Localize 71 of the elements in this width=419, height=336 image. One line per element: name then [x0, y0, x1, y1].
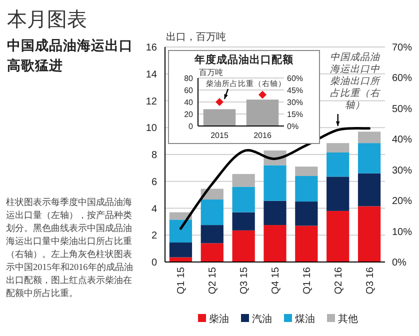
- x-tick-label: Q1 15: [176, 266, 188, 294]
- bar: [358, 143, 381, 174]
- bar: [295, 226, 318, 262]
- bar: [169, 242, 192, 258]
- chart-title: 年度成品油出口配额: [194, 53, 294, 66]
- y2-tick-label: 10%: [392, 226, 412, 238]
- y-tick-label: 16: [146, 42, 158, 54]
- bar: [232, 186, 255, 212]
- bar: [264, 200, 286, 226]
- bar: [264, 165, 286, 201]
- bar: [326, 176, 350, 211]
- x-tick-label: Q4 15: [270, 266, 282, 294]
- legend-label: 柴油: [209, 313, 229, 325]
- x-tick-label: Q2 15: [208, 266, 219, 294]
- bar: [232, 212, 255, 230]
- y-tick-label: 0: [188, 122, 194, 131]
- y2-tick-label: 50%: [392, 104, 412, 115]
- chart-title: 本月图表: [7, 9, 87, 31]
- y-tick-label: 20: [184, 110, 194, 119]
- y-tick-label: 14: [146, 69, 158, 80]
- y-tick-label: 10: [146, 123, 158, 134]
- y-tick-label: 2: [151, 230, 158, 242]
- bar: [295, 176, 318, 202]
- chart-subtitle: 中国成品油海运出口高歌猛进: [7, 38, 133, 73]
- y-axis-title: 出口，百万吨: [166, 31, 226, 43]
- bar: [358, 173, 381, 206]
- bar: [200, 225, 224, 244]
- x-tick-label: Q3 15: [239, 266, 250, 294]
- y-tick-label: 6: [151, 176, 158, 188]
- bar: [200, 200, 224, 226]
- y-tick-label: 8: [151, 150, 158, 161]
- x-tick-label: 2016: [254, 131, 272, 140]
- bar: [326, 210, 350, 262]
- bar: [200, 243, 224, 262]
- bar: [358, 206, 381, 262]
- bar: [326, 143, 350, 152]
- y2-tick-label: 20%: [392, 196, 412, 208]
- y2-tick-label: 15%: [287, 110, 304, 119]
- y-tick-label: 80: [184, 74, 194, 83]
- y2-tick-label: 45%: [287, 86, 304, 95]
- legend-label: 其他: [338, 313, 358, 325]
- y2-tick-label: 30%: [392, 165, 412, 176]
- y2-tick-label: 60%: [392, 73, 412, 84]
- y2-tick-label: 70%: [392, 42, 412, 54]
- y2-tick-label: 60%: [287, 74, 304, 83]
- x-tick-label: Q1 16: [302, 266, 313, 294]
- y2-tick-label: 30%: [287, 98, 304, 107]
- y-tick-label: 4: [151, 204, 158, 215]
- y-tick-label: 40: [184, 98, 194, 107]
- y2-tick-label: 0%: [287, 122, 299, 131]
- x-tick-label: Q2 16: [333, 266, 344, 294]
- bar: [295, 166, 318, 176]
- bar: [232, 174, 255, 187]
- x-tick-label: Q3 16: [364, 266, 376, 294]
- annotation: 中国成品油海运出口中柴油出口所占比重（右轴）: [330, 52, 381, 111]
- legend-label: 煤油: [295, 313, 315, 325]
- bar: [232, 230, 255, 262]
- text: 柱状图表示每季度中国成品油海运出口量（左轴），按产品种类划分。黑色曲线表示中国成品油海运出口量中柴油出口所占比重（右轴）。左上角灰色柱状图表示中国2015年和2016年的成品油出口配额，图上红点表示柴油在配额中所占比重。: [6, 197, 133, 298]
- y-tick-label: 0: [151, 258, 158, 268]
- bar: [295, 202, 318, 226]
- y-axis-title: 百万吨: [199, 68, 223, 77]
- legend-label: 汽油: [252, 313, 272, 325]
- bar: [264, 225, 286, 262]
- y2-tick-label: 40%: [392, 134, 412, 146]
- bar: [326, 152, 350, 177]
- bar: [169, 220, 192, 243]
- x-tick-label: 2015: [210, 131, 229, 140]
- y2-tick-label: 0%: [392, 258, 407, 268]
- y-tick-label: 12: [146, 96, 158, 108]
- bar: [358, 132, 381, 144]
- y-tick-label: 60: [184, 86, 194, 95]
